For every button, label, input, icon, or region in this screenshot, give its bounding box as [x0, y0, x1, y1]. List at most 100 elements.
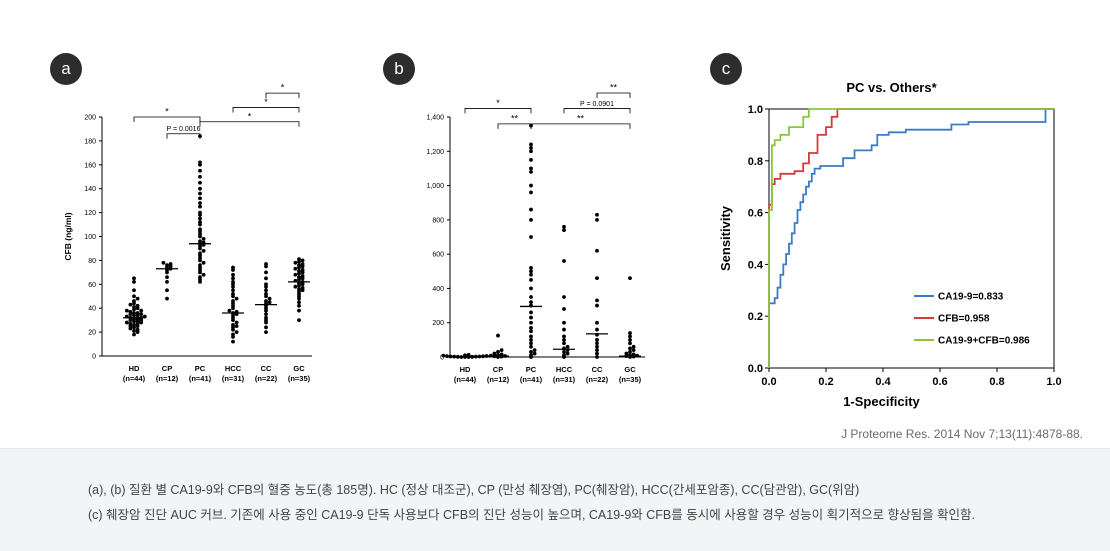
significance-bracket-a	[232, 107, 300, 113]
data-point-a	[128, 302, 133, 307]
data-point-a	[132, 276, 136, 281]
roc-chart: PC vs. Others* 0.0 0.2 0.4 0.6 0.8 1.0 0.0 0.2 0.…	[718, 80, 1062, 409]
data-point-a	[198, 160, 202, 165]
data-point-a	[132, 305, 136, 309]
roc-y-tick-label: 1.0	[748, 104, 763, 116]
category-n-label-b: (n=35)	[619, 375, 642, 384]
data-point-b	[529, 315, 533, 320]
data-point-a	[231, 276, 235, 281]
data-point-b	[562, 337, 566, 342]
data-point-a	[198, 191, 202, 196]
category-label-b: CC	[592, 365, 603, 374]
y-tick-label-a: 20	[88, 330, 96, 337]
data-point-a	[264, 276, 268, 281]
roc-x-tick-label: 0.4	[875, 376, 891, 388]
data-point-a	[132, 294, 136, 299]
data-point-a	[198, 263, 202, 268]
significance-label-b: **	[511, 113, 519, 123]
data-point-a	[198, 210, 202, 215]
data-point-b	[529, 217, 533, 222]
data-point-b	[529, 190, 533, 195]
data-point-b	[529, 169, 533, 174]
data-point-b	[496, 333, 500, 338]
data-point-b	[595, 303, 599, 308]
citation: J Proteome Res. 2014 Nov 7;13(11):4878-8…	[841, 427, 1083, 441]
data-point-b	[532, 351, 537, 356]
data-point-a	[198, 168, 202, 173]
data-point-b	[529, 269, 533, 274]
significance-label-a: *	[165, 107, 169, 117]
data-point-a	[300, 274, 305, 278]
roc-x-axis-title: 1-Specificity	[843, 394, 920, 409]
data-point-a	[267, 296, 272, 301]
data-point-b	[484, 354, 489, 358]
data-point-a	[201, 236, 206, 241]
data-point-a	[165, 296, 169, 301]
data-point-b	[562, 295, 566, 299]
data-point-a	[198, 196, 202, 201]
data-point-a	[297, 263, 301, 268]
significance-label-a: P = 0.0016	[167, 126, 201, 133]
data-point-b	[529, 329, 533, 334]
data-point-b	[562, 320, 566, 325]
data-point-a	[132, 332, 136, 337]
data-point-a	[135, 303, 140, 308]
significance-bracket-a	[133, 116, 201, 122]
data-point-a	[198, 186, 202, 191]
data-point-b	[628, 331, 632, 335]
data-point-b	[529, 142, 533, 147]
figure-area: a b c 0 20 40 60 80 100 120 140 160 180 200 CFB (ng…	[50, 53, 1083, 441]
data-point-b	[595, 298, 599, 303]
data-point-a	[293, 272, 298, 277]
data-point-a	[234, 330, 239, 334]
data-point-a	[135, 327, 140, 332]
data-point-b	[562, 341, 566, 346]
data-point-b	[628, 276, 632, 281]
data-point-a	[231, 299, 235, 303]
data-point-a	[128, 309, 133, 314]
roc-y-axis-title: Sensitivity	[718, 205, 733, 271]
category-n-label-a: (n=12)	[156, 374, 179, 383]
y-tick-label-b: 800	[432, 217, 444, 224]
data-point-b	[532, 348, 537, 353]
data-point-b	[595, 341, 599, 346]
data-point-a	[198, 251, 202, 256]
category-n-label-b: (n=22)	[586, 375, 609, 384]
data-point-b	[529, 295, 533, 299]
data-point-b	[466, 353, 471, 357]
data-point-b	[565, 351, 570, 356]
dot-plot-a: 0 20 40 60 80 100 120 140 160 180 200 CFB (ng/ml) HD…	[63, 83, 312, 383]
category-label-a: HCC	[225, 364, 242, 373]
data-point-b	[595, 355, 599, 359]
data-point-a	[293, 260, 298, 265]
category-n-label-a: (n=35)	[288, 374, 311, 383]
data-point-b	[529, 310, 533, 315]
data-point-b	[562, 334, 566, 339]
roc-x-tick-label: 0.2	[818, 376, 833, 388]
data-point-b	[562, 224, 566, 229]
category-label-b: GC	[624, 365, 636, 374]
data-point-b	[529, 334, 533, 339]
data-point-a	[264, 262, 268, 266]
caption-box: (a), (b) 질환 별 CA19-9와 CFB의 혈중 농도(총 185명)…	[0, 448, 1110, 551]
data-point-a	[297, 318, 301, 323]
y-tick-label-a: 160	[84, 162, 96, 169]
data-point-a	[135, 296, 140, 301]
data-point-b	[529, 183, 533, 188]
data-point-a	[234, 296, 239, 301]
data-point-a	[198, 216, 202, 221]
significance-label-b: P = 0.0901	[580, 101, 614, 108]
roc-curve-combo	[768, 108, 1054, 368]
y-tick-label-a: 0	[92, 354, 96, 361]
caption-line-1: (a), (b) 질환 별 CA19-9와 CFB의 혈중 농도(총 185명)…	[88, 483, 860, 497]
data-point-b	[628, 349, 632, 354]
data-point-b	[562, 353, 566, 358]
significance-label-a: *	[264, 97, 268, 107]
data-point-b	[562, 327, 566, 332]
data-point-a	[267, 300, 272, 305]
data-point-a	[198, 220, 202, 225]
data-point-a	[124, 320, 129, 325]
data-point-b	[529, 300, 533, 305]
y-tick-label-b: 200	[432, 320, 444, 327]
category-label-a: CP	[162, 364, 172, 373]
